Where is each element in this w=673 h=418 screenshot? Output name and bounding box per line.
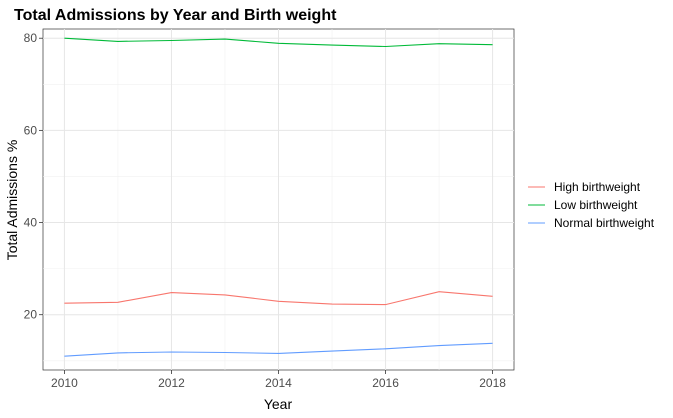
y-axis-title: Total Admissions %: [4, 140, 20, 261]
y-tick-label: 60: [24, 123, 38, 137]
series-lines: [64, 37, 493, 357]
x-tick-label: 2012: [158, 376, 185, 390]
x-axis-title: Year: [264, 396, 293, 412]
x-tick-label: 2018: [479, 376, 506, 390]
x-axis: 2010 2012 2014 2016 2018: [51, 370, 506, 390]
y-axis: 20 40 60 80: [24, 31, 43, 322]
legend-label: High birthweight: [554, 180, 641, 194]
legend-label: Normal birthweight: [554, 216, 655, 230]
series-line-normal-birthweight: [64, 342, 493, 357]
y-tick-label: 20: [24, 308, 38, 322]
series-line-high-birthweight: [64, 291, 493, 306]
x-tick-label: 2010: [51, 376, 78, 390]
x-tick-label: 2016: [372, 376, 399, 390]
legend-label: Low birthweight: [554, 198, 638, 212]
major-gridlines: [43, 29, 514, 370]
y-tick-label: 80: [24, 31, 38, 45]
series-line-low-birthweight: [64, 37, 493, 48]
x-tick-label: 2014: [265, 376, 292, 390]
legend: High birthweight Low birthweight Normal bi…: [528, 180, 655, 230]
y-tick-label: 40: [24, 216, 38, 230]
chart-title: Total Admissions by Year and Birth weigh…: [14, 7, 337, 24]
